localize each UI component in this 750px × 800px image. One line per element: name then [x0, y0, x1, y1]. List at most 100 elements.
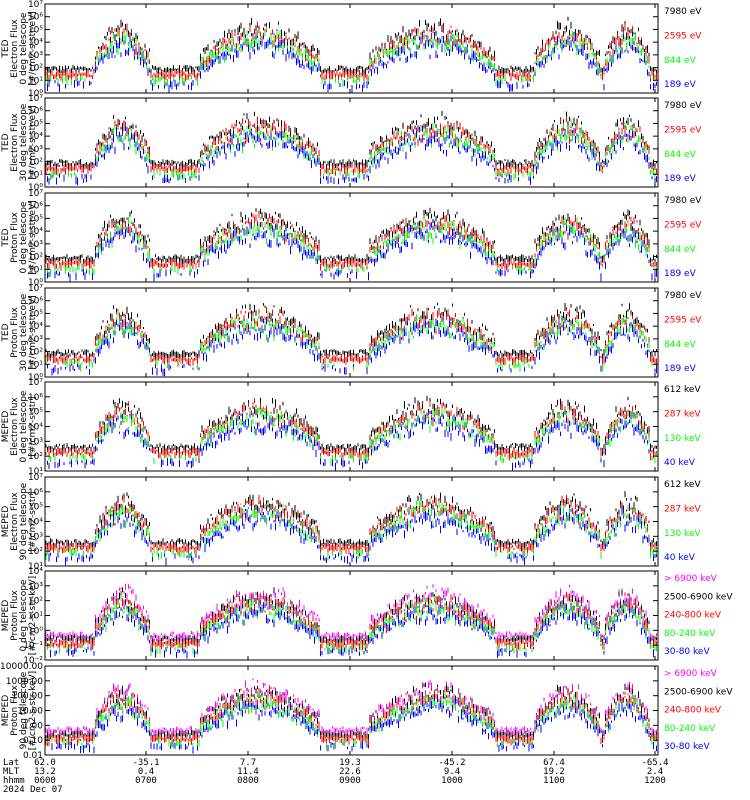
trace-30-80-kev — [50, 599, 654, 659]
y-tick-label: 10⁵ — [28, 309, 43, 319]
y-tick-label: 10⁰ — [28, 183, 43, 193]
y-tick-label: 10⁷ — [28, 284, 43, 294]
footer-mlt-value: 13.2 — [34, 767, 56, 777]
y-axis-label: Electron Flux — [10, 397, 20, 456]
footer-hhmm-value: 0700 — [135, 776, 157, 786]
legend-entry: 844 eV — [664, 150, 697, 160]
y-tick-label: 100.00 — [12, 692, 44, 702]
trace-2595-ev — [45, 116, 657, 177]
legend-entry: 30-80 keV — [664, 742, 710, 752]
panel-frame — [44, 665, 659, 756]
y-tick-label: 10¹ — [28, 76, 43, 86]
y-tick-label: 10⁷ — [28, 189, 43, 199]
y-axis-label: TED — [1, 39, 11, 58]
y-axis-label: [#/cm2-s-str-keV] — [28, 671, 38, 750]
trace-80-240-kev — [47, 690, 656, 751]
y-tick-label: 10³ — [28, 51, 43, 61]
y-axis-label: 0 deg telescope — [19, 390, 29, 462]
y-tick-label: 10³ — [28, 582, 43, 592]
legend-entry: 844 eV — [664, 56, 697, 66]
y-axis-label: 90 deg telescope — [19, 482, 29, 560]
y-tick-label: 10⁶ — [28, 202, 43, 212]
y-tick-label: 0.01 — [23, 751, 43, 761]
y-tick-label: 10¹ — [28, 360, 43, 370]
footer-lat-value: 62.0 — [34, 758, 56, 768]
y-tick-label: 10⁵ — [28, 119, 43, 129]
y-tick-label: 10³ — [28, 437, 43, 447]
y-axis-label: 0 deg telescope — [19, 579, 29, 651]
y-tick-label: 10⁰ — [28, 626, 43, 636]
footer-lat-value: 7.7 — [240, 758, 256, 768]
legend-entry: 2595 eV — [664, 220, 702, 230]
y-tick-label: 10⁻¹ — [23, 641, 43, 651]
y-axis-label: Electron Flux — [10, 19, 20, 78]
y-tick-label: 10⁻² — [23, 656, 43, 666]
legend-entry: 612 keV — [664, 385, 701, 395]
y-tick-label: 10⁴ — [28, 132, 43, 142]
footer-hhmm-value: 0800 — [237, 776, 259, 786]
y-tick-label: 10⁷ — [28, 94, 43, 104]
trace-189-ev — [47, 220, 657, 282]
trace-40-kev — [45, 503, 657, 566]
footer-row-label: MLT — [3, 767, 20, 777]
y-tick-label: 1000.00 — [6, 677, 43, 687]
y-tick-label: 10⁴ — [28, 423, 43, 433]
y-tick-label: 10² — [28, 452, 43, 462]
trace-7980-ev — [45, 16, 657, 78]
footer-mlt-value: 11.4 — [237, 767, 259, 777]
legend-entry: 40 keV — [664, 458, 696, 468]
y-axis-label: 90 deg telescope — [19, 671, 29, 749]
footer-mlt-value: 9.4 — [444, 767, 460, 777]
y-tick-label: 10⁷ — [28, 378, 43, 388]
trace-189-ev — [47, 125, 657, 186]
y-axis-label: [#/cm2-s-str-eV] — [28, 200, 38, 275]
legend-entry: 844 eV — [664, 340, 697, 350]
y-axis-label: Proton Flux — [10, 307, 20, 358]
panel-6: 10¹ 10² 10³ 10⁴ 10⁵ 10⁶ 10⁷ MEPED Electron Flux 9… — [1, 473, 701, 572]
y-tick-label: 10⁵ — [28, 214, 43, 224]
y-axis-label: 30 deg telescope — [19, 103, 29, 181]
y-axis-label: 30 deg telescope — [19, 293, 29, 371]
y-tick-label: 10¹ — [28, 265, 43, 275]
y-axis-label: MEPED — [1, 506, 11, 538]
y-tick-label: 10³ — [28, 532, 43, 542]
y-axis-label: TED — [1, 133, 11, 152]
footer-hhmm-value: 1000 — [441, 776, 463, 786]
y-tick-label: 10⁴ — [28, 567, 43, 577]
panel-1: 10⁰ 10¹ 10² 10³ 10⁴ 10⁵ 10⁶ 10⁷ TED Electron Flux… — [1, 0, 702, 99]
y-tick-label: 10² — [28, 253, 43, 263]
legend-entry: 7980 eV — [664, 196, 702, 206]
y-axis-label: [#/cm2-s-str-keV] — [28, 576, 38, 655]
y-tick-label: 10⁴ — [28, 322, 43, 332]
y-axis-label: 0 deg telescope — [19, 12, 29, 84]
panel-frame — [44, 97, 659, 188]
y-axis-label: 0 deg telescope — [19, 201, 29, 273]
footer-lat-value: -65.4 — [641, 758, 668, 768]
y-axis-label: [#/cm2-s-str] — [28, 491, 38, 551]
trace-2595-ev — [45, 306, 657, 367]
y-tick-label: 1.00 — [23, 721, 43, 731]
legend-entry: 80-240 keV — [664, 629, 716, 639]
y-tick-label: 10⁰ — [28, 89, 43, 99]
legend-entry: 7980 eV — [664, 101, 702, 111]
legend-entry: 130 keV — [664, 434, 701, 444]
y-axis-label: [#/cm2-s-str] — [28, 396, 38, 456]
panel-frame — [44, 192, 659, 283]
y-tick-label: 10.00 — [17, 707, 43, 717]
legend-entry: 844 eV — [664, 245, 697, 255]
panel-2: 10⁰ 10¹ 10² 10³ 10⁴ 10⁵ 10⁶ 10⁷ TED Electron Flux… — [1, 94, 702, 193]
trace-40-kev — [47, 410, 650, 471]
y-tick-label: 10⁵ — [28, 25, 43, 35]
y-tick-label: 10⁶ — [28, 488, 43, 498]
legend-entry: 189 eV — [664, 174, 697, 184]
footer-row-label: hhmm — [3, 776, 25, 786]
y-tick-label: 10³ — [28, 240, 43, 250]
trace-844-ev — [45, 311, 653, 372]
footer-mlt-value: 22.6 — [339, 767, 361, 777]
legend-entry: 287 keV — [664, 504, 701, 514]
footer-row-label: Lat — [3, 758, 19, 768]
footer-lat-value: -45.2 — [438, 758, 465, 768]
footer-hhmm-value: 0600 — [34, 776, 56, 786]
y-axis-label: MEPED — [1, 695, 11, 727]
